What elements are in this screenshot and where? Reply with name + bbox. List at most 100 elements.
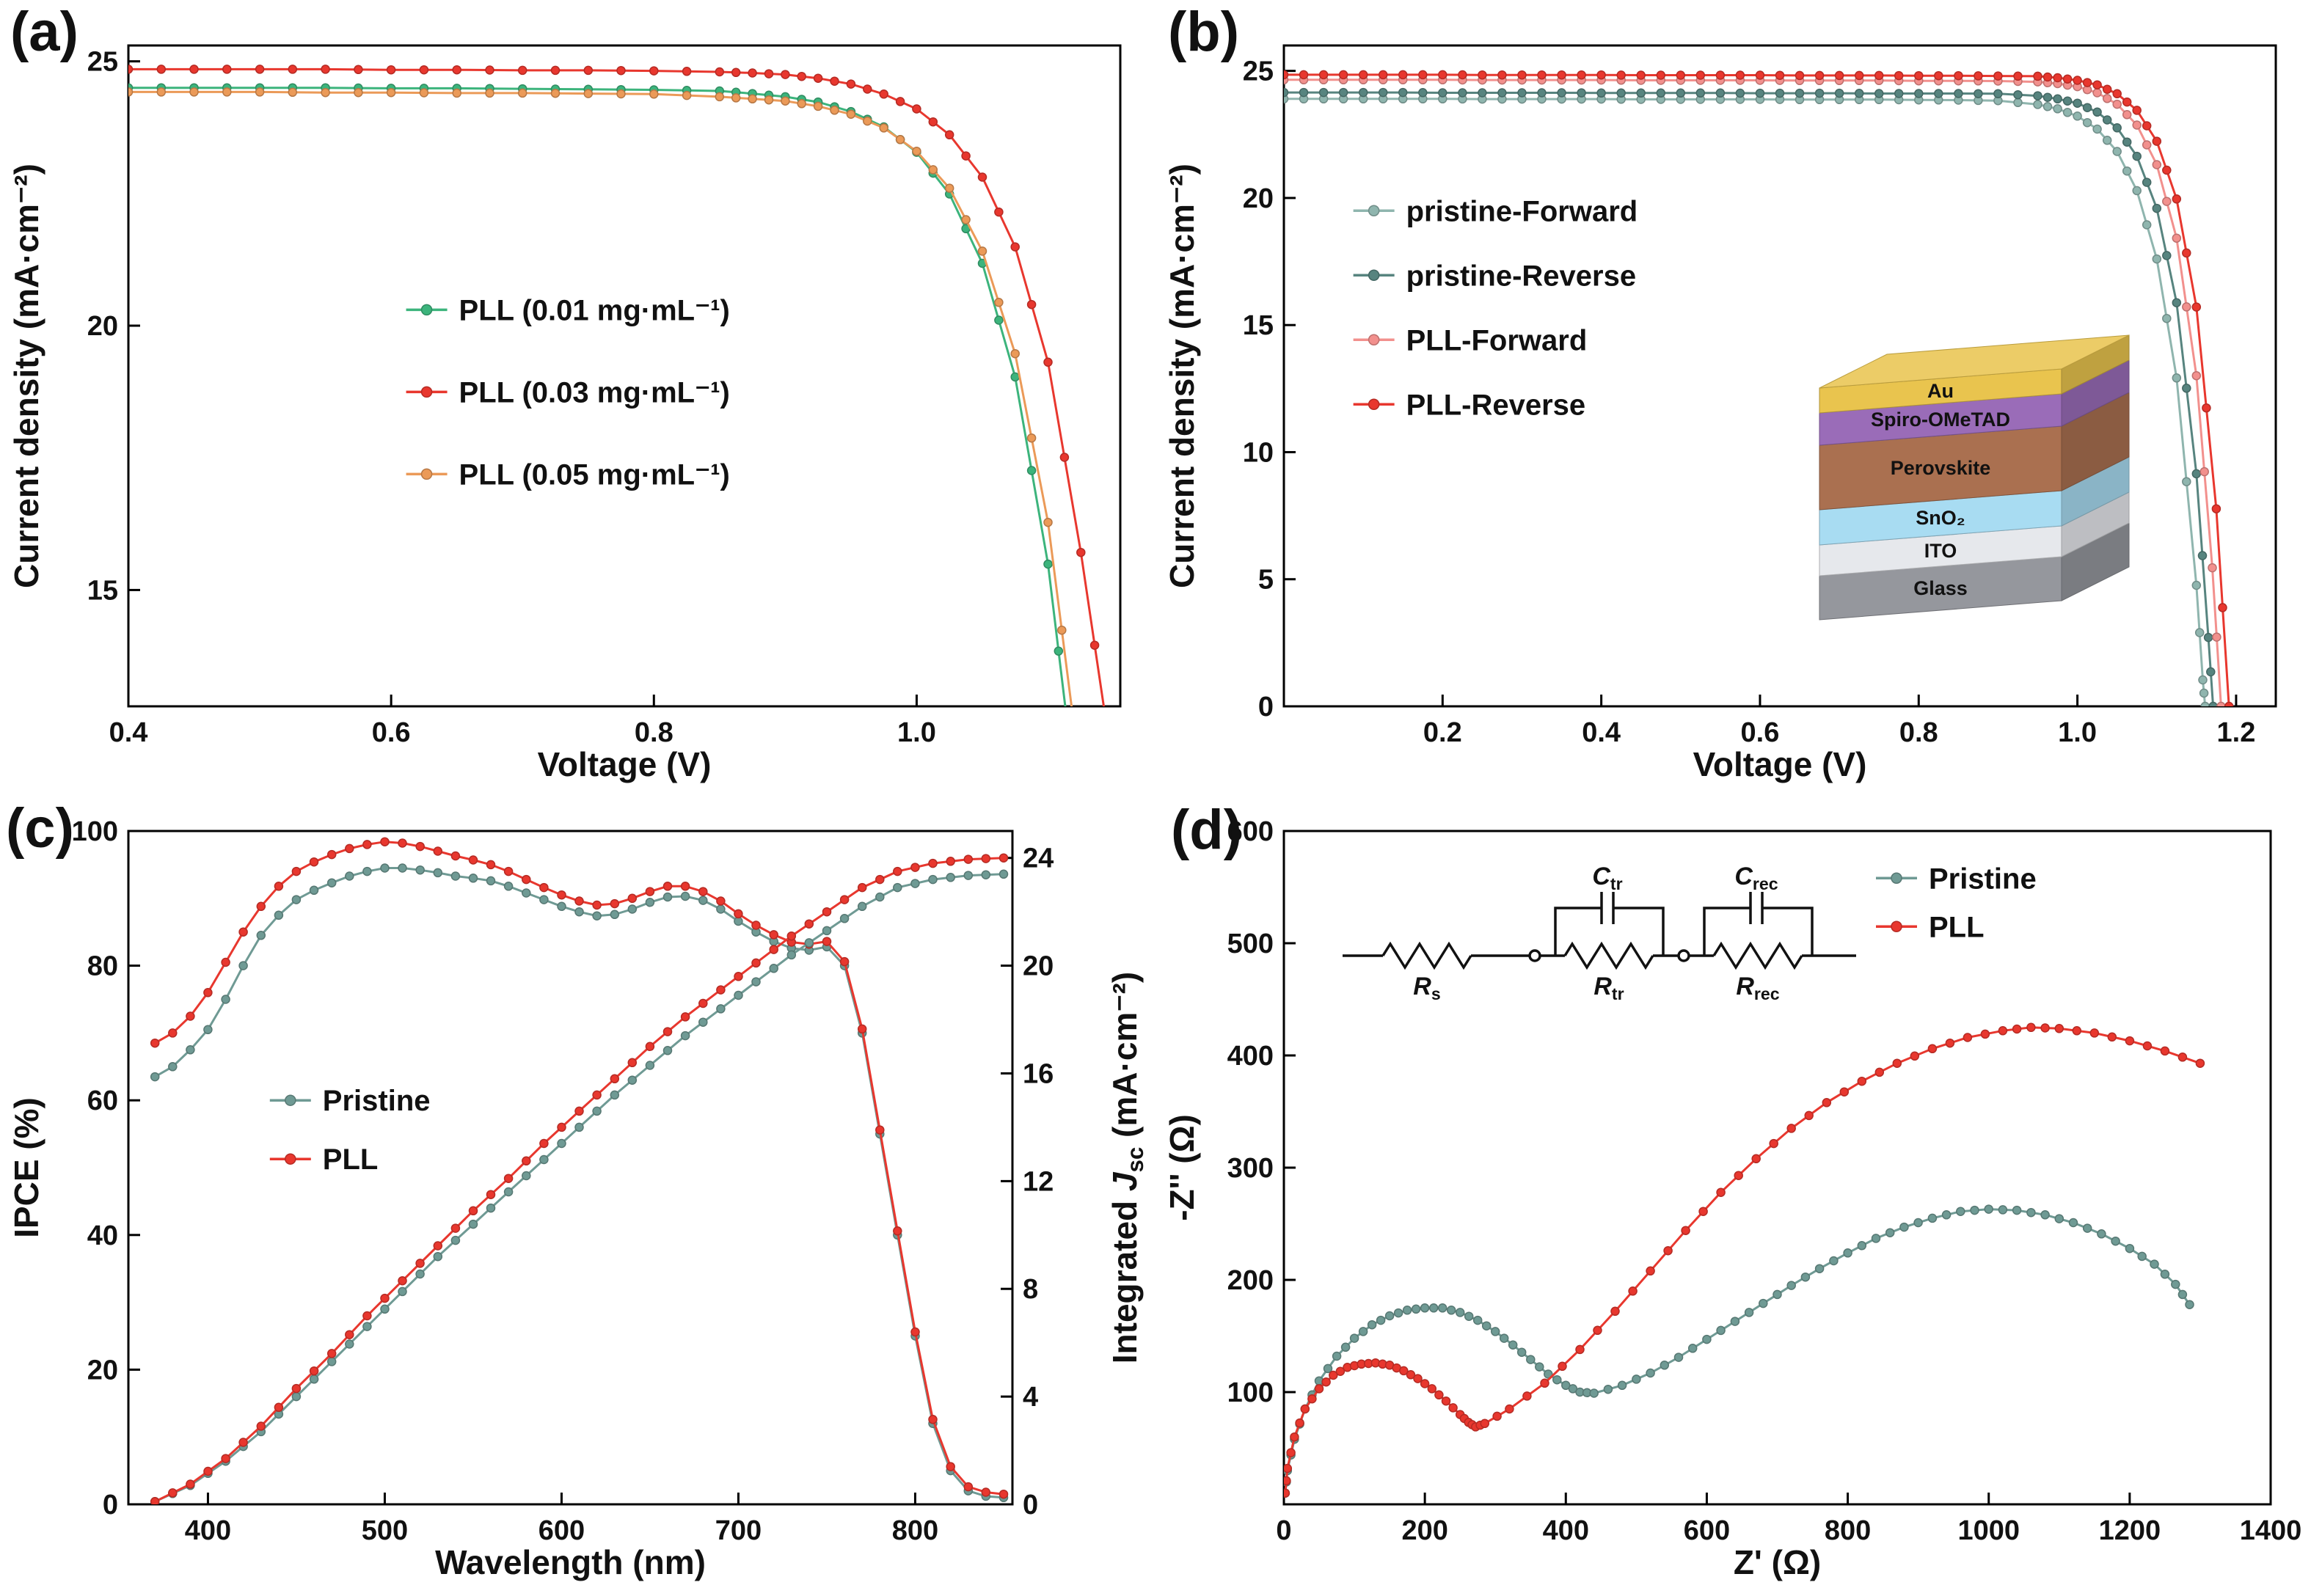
marker	[557, 1138, 566, 1149]
panel-letter-c: (c)	[6, 797, 74, 860]
marker	[1954, 89, 1963, 98]
marker	[863, 116, 872, 126]
marker	[2132, 186, 2142, 196]
marker	[433, 868, 443, 878]
marker	[2199, 688, 2209, 698]
marker	[2026, 1022, 2036, 1033]
marker	[682, 90, 692, 100]
marker	[2013, 98, 2023, 108]
marker	[698, 887, 708, 896]
marker	[2142, 140, 2152, 150]
marker	[963, 871, 974, 880]
marker	[751, 920, 761, 930]
marker	[977, 246, 987, 256]
y-tick-label: 500	[1227, 929, 1274, 959]
x-tick-label: 0.8	[635, 717, 673, 748]
x-tick-label: 800	[892, 1515, 938, 1546]
marker	[645, 1042, 655, 1052]
marker	[168, 1062, 178, 1072]
marker	[2171, 1279, 2180, 1289]
marker	[2162, 313, 2172, 323]
marker	[433, 1251, 443, 1262]
y-tick-label: 15	[87, 575, 118, 606]
marker	[274, 1402, 284, 1413]
marker	[583, 89, 594, 98]
marker	[716, 896, 726, 906]
marker	[751, 958, 761, 968]
x-tick-label: 1.0	[897, 717, 936, 748]
marker	[309, 885, 319, 896]
marker	[1636, 88, 1646, 98]
marker	[2102, 94, 2112, 103]
marker	[189, 65, 199, 74]
marker	[1857, 1076, 1867, 1086]
marker	[1934, 70, 1943, 81]
legend-item-pristine-reverse: pristine-Reverse	[1353, 260, 1636, 292]
marker	[1795, 70, 1805, 81]
marker	[994, 207, 1004, 217]
marker	[1492, 1411, 1502, 1421]
series-pristine	[1284, 1204, 2194, 1498]
marker	[452, 65, 461, 75]
marker	[2112, 99, 2122, 109]
marker	[944, 130, 954, 140]
marker	[2125, 1243, 2135, 1253]
marker	[1478, 70, 1487, 80]
x-tick-label: 500	[362, 1515, 408, 1546]
marker	[893, 1226, 902, 1236]
marker	[2191, 580, 2202, 590]
marker	[912, 104, 921, 114]
marker	[649, 89, 659, 99]
marker	[1508, 1340, 1518, 1350]
marker	[1786, 1124, 1796, 1133]
marker	[2152, 160, 2162, 169]
marker	[398, 863, 407, 873]
marker	[662, 1046, 673, 1055]
marker	[1673, 1352, 1684, 1362]
marker	[1628, 1286, 1638, 1296]
marker	[1300, 1404, 1310, 1414]
marker	[2142, 1041, 2153, 1051]
marker	[961, 151, 971, 161]
marker	[309, 857, 319, 867]
legend-item-pll: PLL	[1876, 911, 1985, 943]
marker	[963, 854, 974, 864]
marker	[1284, 70, 1289, 80]
marker	[1854, 89, 1864, 98]
marker	[981, 870, 991, 879]
marker	[1814, 70, 1825, 81]
marker	[1616, 88, 1626, 98]
series-pristine-forward	[1284, 94, 2210, 706]
legend-item-pll-0-05-mg-ml: PLL (0.05 mg·mL⁻¹)	[406, 458, 730, 491]
marker	[503, 882, 514, 891]
marker	[2218, 603, 2227, 612]
marker	[2082, 1223, 2092, 1233]
marker	[893, 882, 902, 893]
legend-item-pll-forward: PLL-Forward	[1353, 324, 1587, 356]
marker	[1428, 1303, 1439, 1313]
marker	[2208, 563, 2217, 573]
marker	[998, 1489, 1009, 1499]
marker	[786, 950, 797, 960]
marker	[1857, 1241, 1867, 1251]
marker	[822, 907, 832, 917]
marker	[1441, 1396, 1451, 1406]
marker	[1676, 70, 1686, 80]
marker	[1358, 87, 1368, 98]
marker	[928, 117, 938, 127]
legend-label: PLL	[1929, 911, 1985, 943]
legend-item-pll: PLL	[269, 1143, 378, 1176]
marker	[380, 837, 390, 846]
marker	[1299, 87, 1309, 98]
marker	[2092, 107, 2102, 117]
series-pll-ipce	[150, 837, 1009, 1499]
marker	[786, 931, 797, 941]
marker	[2026, 1207, 2036, 1218]
marker	[2012, 1024, 2022, 1034]
y-tick-label: 80	[87, 951, 118, 982]
marker	[2202, 403, 2211, 413]
marker	[150, 1072, 160, 1082]
marker	[813, 73, 823, 83]
marker	[1660, 1361, 1670, 1370]
marker	[1455, 1308, 1465, 1317]
